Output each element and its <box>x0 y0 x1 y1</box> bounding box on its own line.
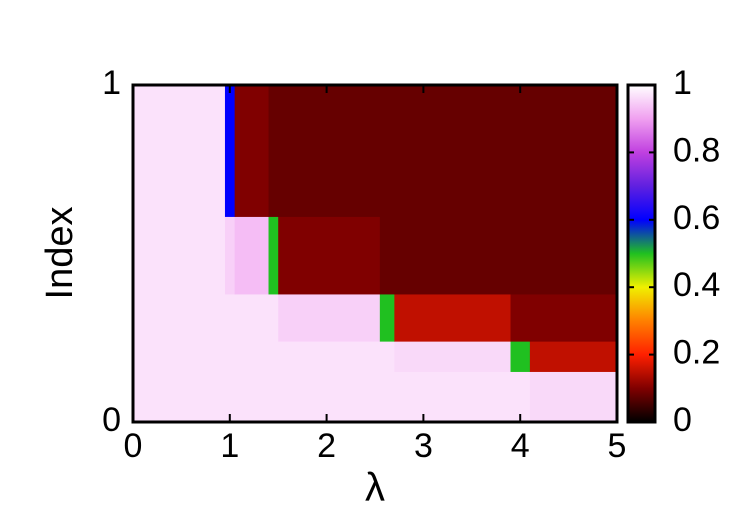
heatmap-cell <box>133 216 226 295</box>
heatmap-cell <box>529 293 618 342</box>
heatmap-cell <box>394 216 512 295</box>
plot-frame <box>131 83 619 424</box>
heatmap-cell <box>268 85 279 217</box>
heatmap-cell <box>278 293 381 342</box>
heatmap-cell <box>133 293 226 342</box>
heatmap-cell <box>133 371 226 423</box>
heatmap-cell <box>234 216 270 295</box>
heatmap-cell <box>224 371 236 423</box>
heatmap-cell <box>224 85 236 217</box>
y-axis-label: Index <box>39 207 81 300</box>
heatmap-cell <box>510 85 531 217</box>
heatmap-cell <box>379 85 395 217</box>
heatmap-cell <box>234 341 270 372</box>
heatmap-cell <box>394 293 512 342</box>
x-tick-label: 4 <box>511 427 530 465</box>
heatmap-cell <box>510 293 531 342</box>
colorbar-tick-label: 1 <box>673 64 692 102</box>
heatmap-cell <box>510 341 531 372</box>
colorbar-tick-label: 0.4 <box>673 266 720 304</box>
heatmap-cell <box>224 216 236 295</box>
heatmap-cell <box>268 341 279 372</box>
heatmap-cell <box>133 85 226 217</box>
colorbar-tick-label: 0.8 <box>673 131 720 169</box>
heatmap-cell <box>234 293 270 342</box>
heatmap-cell <box>234 85 270 217</box>
heatmap-cell <box>278 216 381 295</box>
y-tick-label: 1 <box>102 64 121 102</box>
heatmap-cell <box>379 293 395 342</box>
heatmap-cell <box>379 216 395 295</box>
heatmap-cell <box>278 371 381 423</box>
colorbar-tick-label: 0.6 <box>673 199 720 237</box>
colorbar-tick-label: 0 <box>673 401 692 439</box>
heatmap-cell <box>268 216 279 295</box>
heatmap-cell <box>510 216 531 295</box>
heatmap-cell <box>268 293 279 342</box>
heatmap-cell <box>224 293 236 342</box>
x-tick-label: 5 <box>608 427 627 465</box>
colorbar <box>626 83 657 424</box>
heatmap-cell <box>510 371 531 423</box>
heatmap-cell <box>268 371 279 423</box>
heatmap-cell <box>394 371 512 423</box>
colorbar-tick-label: 0.2 <box>673 334 720 372</box>
x-axis-label: λ <box>365 466 385 510</box>
heatmap-cell <box>379 341 395 372</box>
heatmap-cell <box>529 85 618 217</box>
x-tick-label: 0 <box>124 427 143 465</box>
heatmap-cell <box>394 85 512 217</box>
heatmap-cell <box>224 341 236 372</box>
heatmap-cell <box>278 85 381 217</box>
heatmap-cell <box>529 216 618 295</box>
x-tick-label: 3 <box>414 427 433 465</box>
heatmap-cell <box>379 371 395 423</box>
heatmap-cell <box>394 341 512 372</box>
heatmap-cell <box>529 371 618 423</box>
heatmap-cell <box>278 341 381 372</box>
heatmap-cell <box>133 341 226 372</box>
heatmap-cell <box>529 341 618 372</box>
x-tick-label: 2 <box>317 427 336 465</box>
y-tick-label: 0 <box>102 401 121 439</box>
heatmap-cell <box>234 371 270 423</box>
x-tick-label: 1 <box>220 427 239 465</box>
